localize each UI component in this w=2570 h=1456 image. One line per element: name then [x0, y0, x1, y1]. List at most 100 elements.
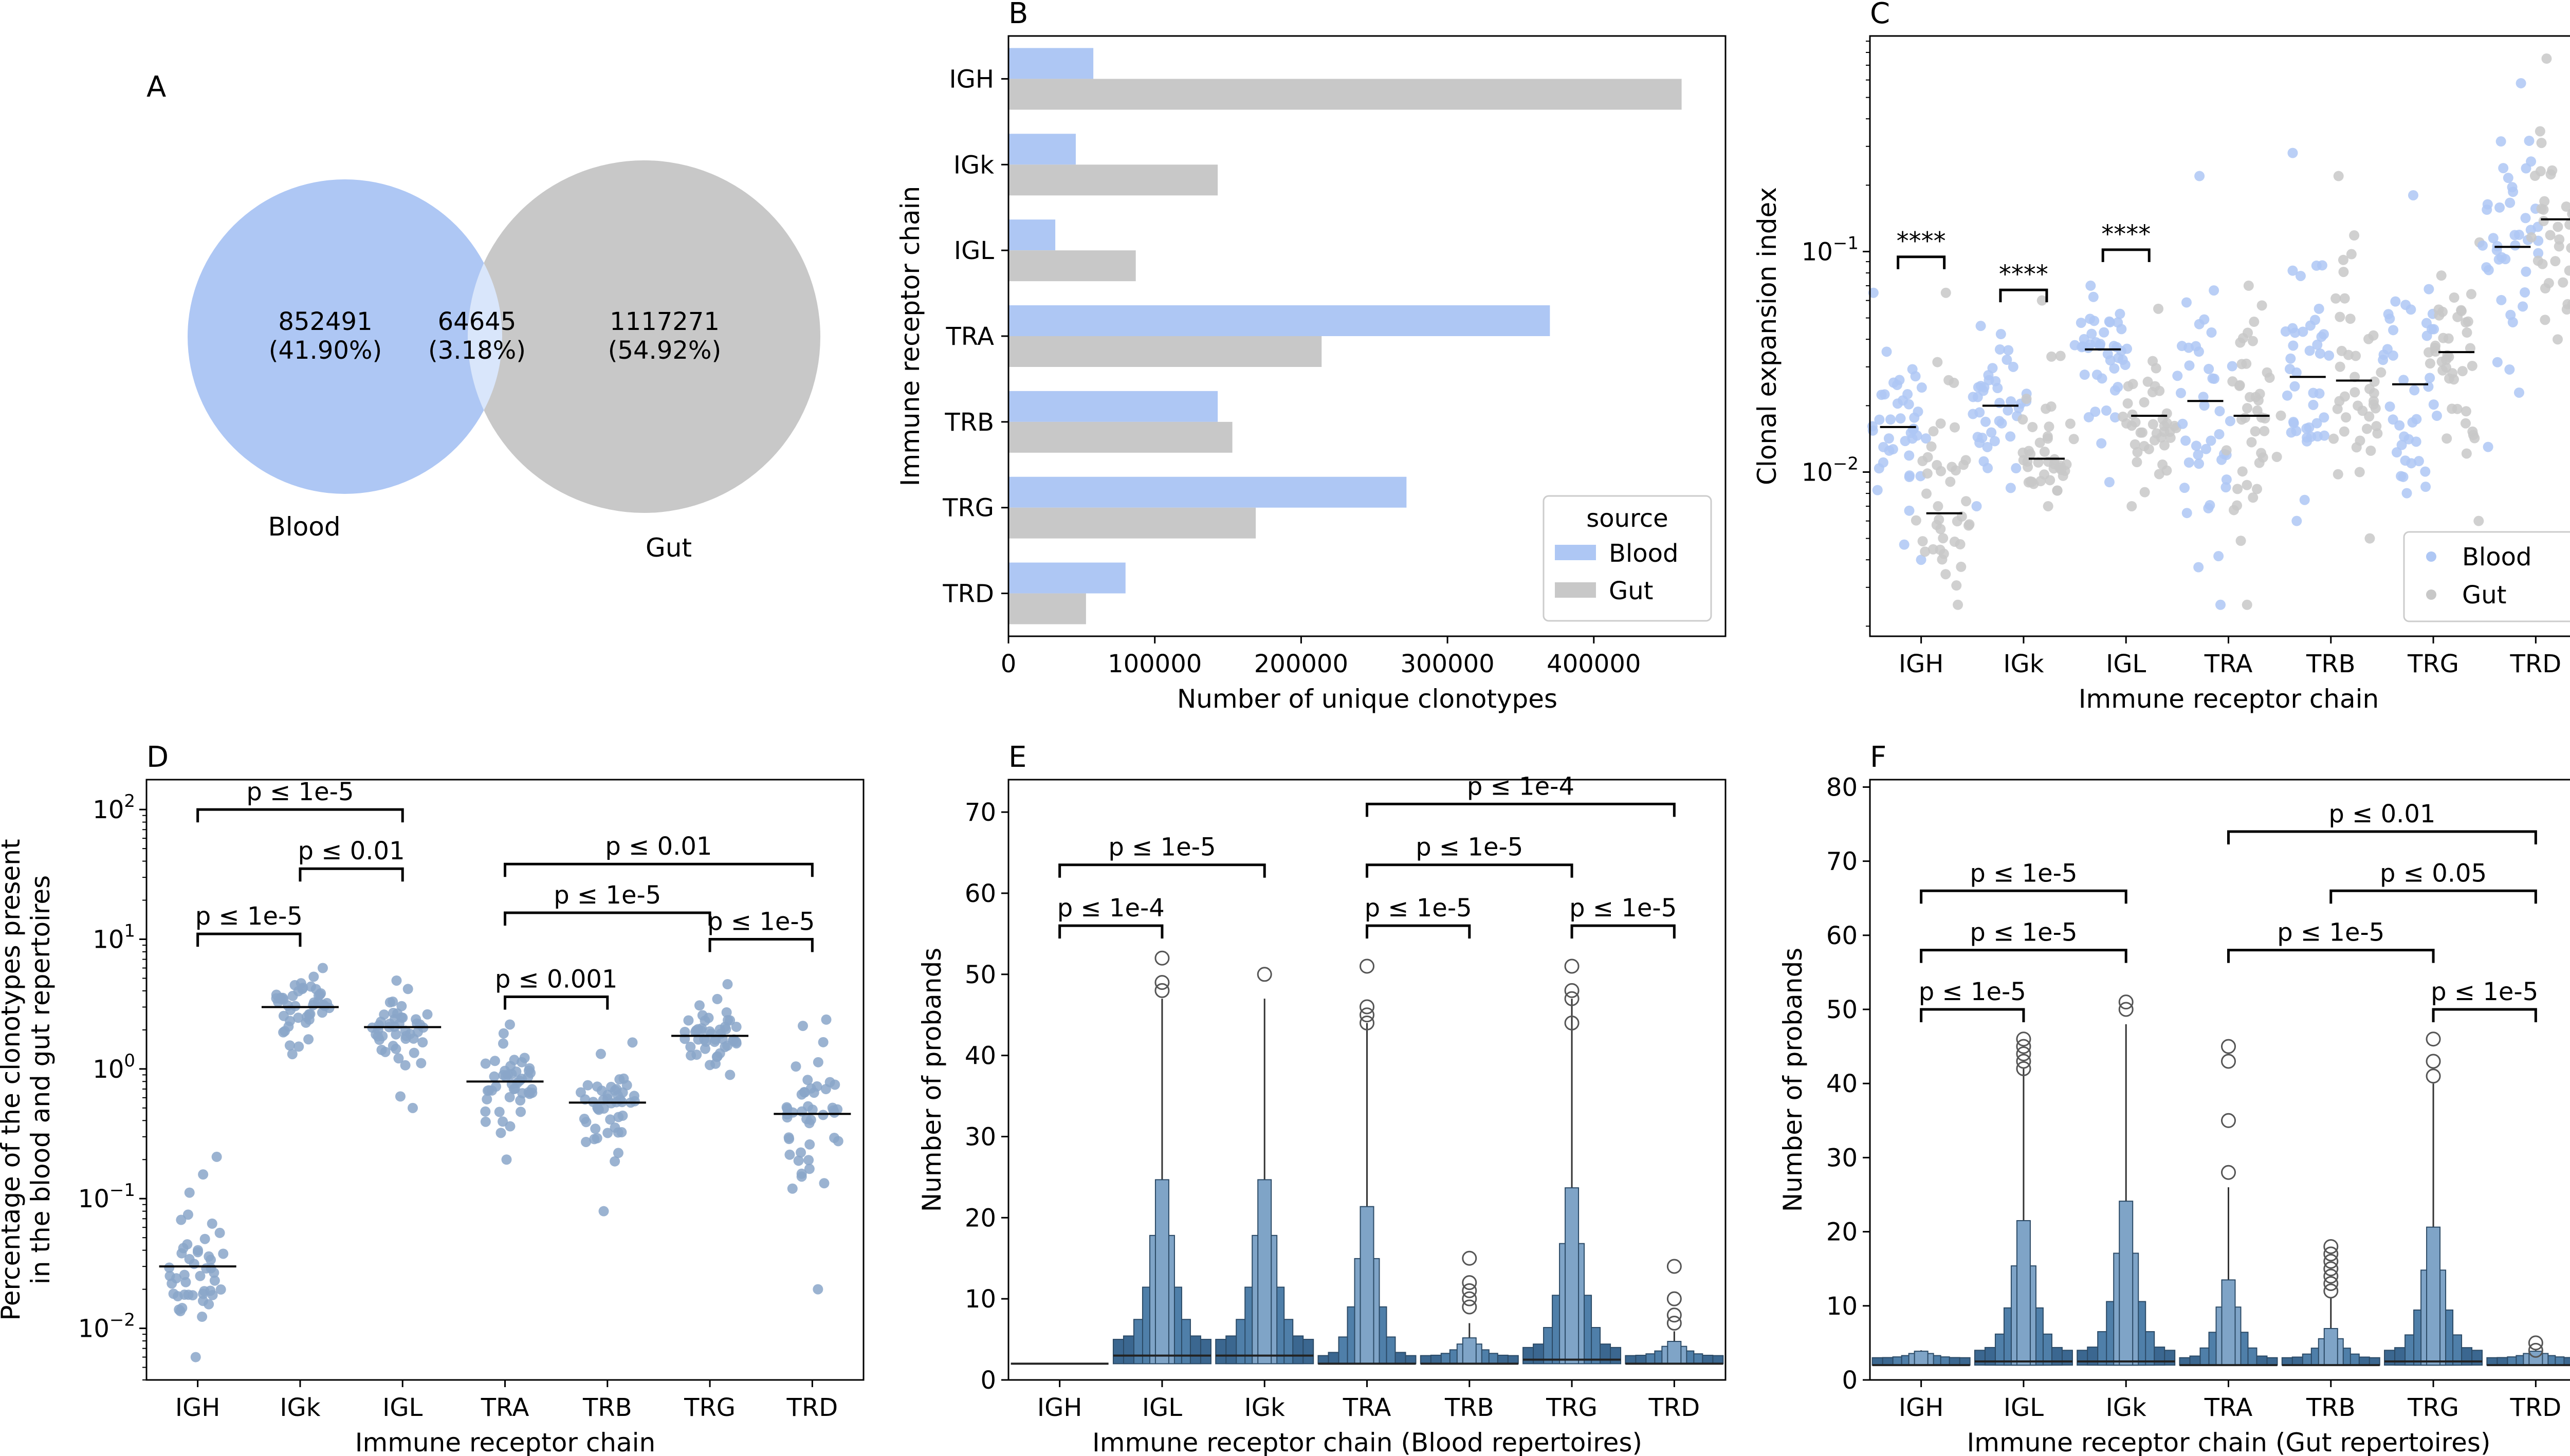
- point-gut-igh: [1938, 533, 1949, 544]
- point-gut-trd: [2539, 196, 2550, 207]
- panel-e-y-tick-label-50: 50: [965, 961, 996, 989]
- point-tra: [498, 1028, 509, 1039]
- point-gut-igl: [2149, 435, 2160, 446]
- point-trd: [802, 1075, 813, 1085]
- point-blood-trg: [2420, 482, 2431, 492]
- point-blood-trg: [2421, 330, 2432, 341]
- point-blood-igk: [1971, 501, 1982, 511]
- point-gut-igh: [1933, 501, 1943, 512]
- panel-f-bracket-tra-trg: [2227, 949, 2435, 963]
- point-blood-tra: [2172, 371, 2183, 381]
- point-gut-trg: [2468, 430, 2479, 440]
- point-gut-igh: [1950, 465, 1961, 476]
- point-gut-trb: [2357, 406, 2368, 416]
- panel-d-swarm-chart: p ≤ 1e-5 p ≤ 0.01 p ≤ 1e-5 p ≤ 0.01 p ≤ 1e-5…: [0, 778, 865, 1456]
- point-blood-tra: [2199, 400, 2210, 411]
- point-tra: [504, 1019, 515, 1030]
- point-trg: [721, 1024, 731, 1035]
- bar-blood-trg: [1008, 476, 1407, 508]
- point-gut-igk: [2021, 393, 2032, 404]
- point-blood-trb: [2288, 418, 2299, 429]
- panel-e-x-ticks: IGH IGL IGk TRA TRB TRG TRD: [1037, 1380, 1700, 1422]
- point-blood-trb: [2310, 315, 2321, 325]
- venn-blood-label: Blood: [268, 512, 340, 542]
- point-igh: [176, 1214, 187, 1225]
- point-blood-trd: [2481, 262, 2492, 273]
- panel-d-points: [164, 963, 843, 1362]
- panel-f-x-tick-label-igh: IGH: [1899, 1393, 1943, 1422]
- point-gut-igl: [2165, 432, 2176, 443]
- point-gut-igh: [1949, 377, 1959, 388]
- point-blood-igk: [1986, 427, 1997, 438]
- point-gut-igl: [2147, 419, 2158, 430]
- point-gut-tra: [2242, 480, 2252, 490]
- significance-bracket-igh: [1897, 255, 1946, 269]
- point-blood-trb: [2289, 381, 2300, 392]
- point-blood-tra: [2205, 500, 2215, 510]
- panel-f-bracket-igh-igl: [1920, 1008, 2025, 1023]
- point-trd: [805, 1114, 816, 1125]
- panel-f-bracket-igh-igk: [1920, 889, 2127, 904]
- panel-f-box-level-5-trg: [2426, 1226, 2441, 1366]
- point-blood-igl: [2099, 327, 2109, 338]
- panel-c-legend: Blood Gut: [2403, 531, 2570, 622]
- point-trd: [797, 1106, 807, 1117]
- venn-gut-label: Gut: [646, 533, 692, 563]
- point-blood-igl: [2086, 328, 2097, 339]
- point-gut-trb: [2364, 411, 2375, 422]
- point-gut-trb: [2333, 469, 2343, 480]
- point-gut-tra: [2242, 599, 2252, 610]
- panel-f-x-tick-label-igk: IGk: [2106, 1393, 2146, 1422]
- point-blood-trg: [2391, 447, 2402, 458]
- point-gut-trd: [2553, 334, 2563, 345]
- point-gut-trb: [2345, 314, 2356, 324]
- panel-f-boxen-chart: p ≤ 1e-5 p ≤ 1e-5 p ≤ 1e-5 p ≤ 1e-5 p ≤ 1e-5…: [1778, 773, 2570, 1456]
- panel-f-x-ticks: IGH IGL IGk TRA TRB TRG TRD: [1899, 1380, 2561, 1422]
- point-gut-trd: [2564, 265, 2570, 276]
- point-blood-igh: [1887, 444, 1898, 455]
- y-tick-label-igh: IGH: [949, 65, 994, 94]
- point-gut-igl: [2139, 487, 2150, 497]
- point-tra: [498, 1116, 508, 1127]
- point-blood-trg: [2396, 439, 2407, 450]
- point-blood-tra: [2181, 297, 2192, 308]
- point-blood-igl: [2113, 353, 2124, 363]
- point-trb: [602, 1128, 613, 1138]
- point-gut-tra: [2237, 466, 2248, 477]
- bracket-trg-trd: [708, 938, 814, 952]
- point-trb: [598, 1206, 609, 1217]
- point-gut-igl: [2132, 457, 2142, 468]
- point-trg: [680, 1026, 690, 1037]
- point-blood-trd: [2495, 136, 2506, 147]
- point-blood-trb: [2315, 348, 2325, 359]
- point-gut-trb: [2332, 403, 2343, 414]
- point-gut-trd: [2538, 216, 2549, 227]
- point-blood-igl: [2116, 324, 2127, 335]
- bar-gut-igk: [1008, 164, 1218, 196]
- point-gut-trg: [2437, 306, 2448, 317]
- point-blood-igh: [1879, 389, 1890, 400]
- panel-c-y-ticks: 10−2 10−1: [1802, 41, 1870, 627]
- point-blood-igh: [1892, 398, 1903, 409]
- panel-f-bracket-label-trg-trd: p ≤ 1e-5: [2431, 978, 2538, 1006]
- point-igh: [211, 1151, 222, 1162]
- point-blood-trb: [2287, 148, 2298, 158]
- panel-e-bracket-tra-trg: [1366, 863, 1573, 878]
- point-gut-igh: [1917, 536, 1928, 547]
- point-trg: [694, 1000, 705, 1011]
- point-gut-trb: [2369, 376, 2380, 387]
- point-blood-trg: [2408, 190, 2418, 200]
- panel-f-box-level-5-trd: [2528, 1351, 2543, 1366]
- point-blood-tra: [2214, 406, 2225, 416]
- point-gut-trg: [2425, 358, 2435, 369]
- point-trb: [592, 1133, 602, 1144]
- point-gut-trd: [2541, 53, 2552, 64]
- panel-e-outlier-trb: [1462, 1291, 1477, 1306]
- point-igh: [215, 1284, 226, 1295]
- significance-label-igk: ****: [1999, 260, 2048, 289]
- point-blood-trd: [2507, 317, 2518, 327]
- panel-e-outlier-trd: [1666, 1291, 1682, 1306]
- point-gut-igl: [2123, 381, 2134, 392]
- bracket-label-trg-trd: p ≤ 1e-5: [707, 908, 815, 936]
- panel-e-outlier-trd: [1666, 1316, 1682, 1331]
